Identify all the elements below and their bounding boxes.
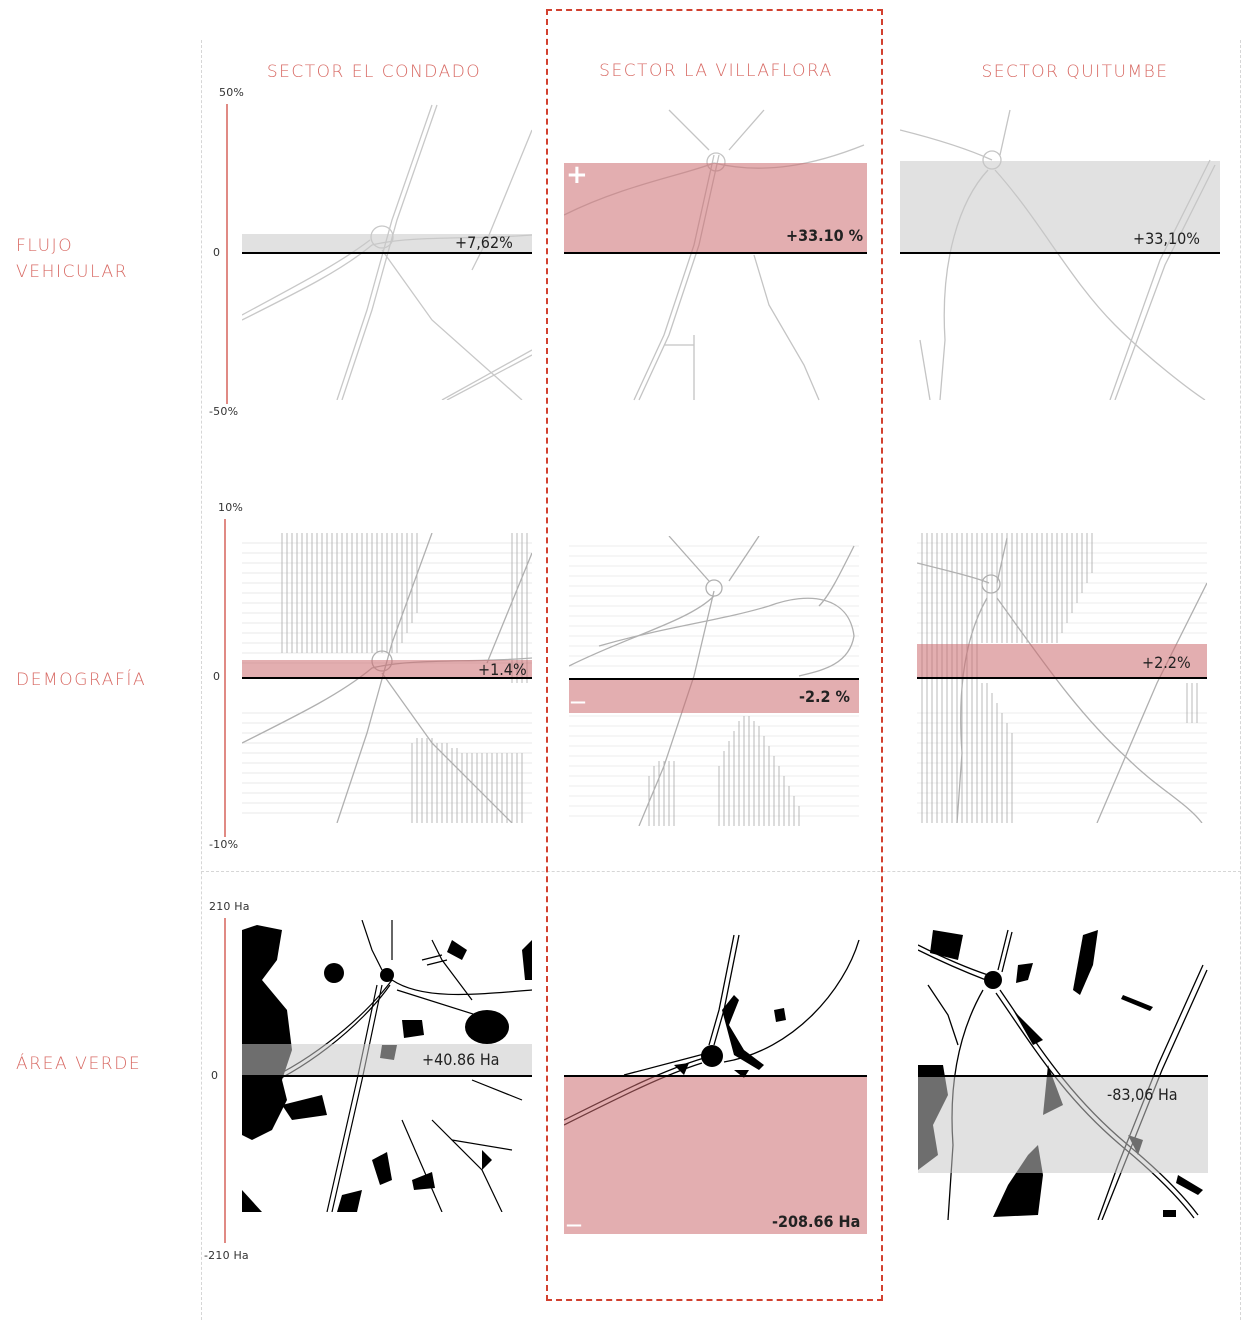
- value-flujo-villaflora: +33.10 %: [786, 226, 864, 245]
- value-area-verde-villaflora: -208.66 Ha: [772, 1212, 861, 1231]
- map-area-verde-villaflora: [564, 930, 867, 1235]
- axis-flujo-zero: 0: [213, 246, 221, 259]
- zero-line-flujo-quitumbe: [900, 252, 1220, 254]
- zero-line-demografia-villaflora: [569, 678, 859, 680]
- hatch-vertical: [648, 716, 800, 826]
- map-area-verde-condado: [242, 920, 532, 1212]
- zero-line-demografia-quitumbe: [917, 677, 1207, 679]
- zero-line-area-verde-quitumbe: [918, 1075, 1208, 1077]
- row-divider: [201, 871, 1241, 872]
- axis-demografia-bottom: -10%: [209, 838, 239, 851]
- plus-sign-flujo-villaflora: +: [566, 160, 588, 190]
- hatch-vertical: [281, 533, 528, 823]
- value-demografia-quitumbe: +2.2%: [1142, 653, 1191, 672]
- column-divider-right: [1240, 40, 1241, 1320]
- value-flujo-quitumbe: +33,10%: [1133, 229, 1200, 248]
- axis-flujo-bottom: -50%: [209, 405, 239, 418]
- column-title-quitumbe: SECTOR QUITUMBE: [981, 62, 1169, 82]
- zero-line-flujo-villaflora: [564, 252, 867, 254]
- band-flujo-condado: [242, 234, 532, 253]
- axis-area-verde-top: 210 Ha: [209, 900, 250, 913]
- value-flujo-condado: +7,62%: [455, 233, 513, 252]
- minus-sign-demografia-villaflora: —: [570, 692, 586, 711]
- zero-line-flujo-condado: [242, 252, 532, 254]
- value-demografia-villaflora: -2.2 %: [799, 687, 850, 706]
- axis-demografia-zero: 0: [213, 670, 221, 683]
- zero-line-demografia-condado: [242, 677, 532, 679]
- zero-line-area-verde-villaflora: [564, 1075, 867, 1077]
- band-area-verde-villaflora: [564, 1076, 867, 1234]
- row-label-demografia: DEMOGRAFÍA: [16, 670, 147, 690]
- value-area-verde-condado: +40.86 Ha: [422, 1050, 500, 1069]
- map-area-verde-quitumbe: [918, 925, 1208, 1220]
- column-title-villaflora: SECTOR LA VILLAFLORA: [599, 61, 833, 81]
- band-demografia-condado: [242, 660, 532, 678]
- map-demografia-villaflora: [569, 536, 859, 826]
- row-label-flujo-line2: VEHICULAR: [16, 262, 129, 282]
- row-label-flujo-line1: FLUJO: [16, 236, 74, 256]
- band-demografia-quitumbe: [917, 644, 1207, 678]
- zero-line-area-verde-condado: [242, 1075, 532, 1077]
- row-label-area-verde: ÁREA VERDE: [16, 1054, 142, 1074]
- band-area-verde-condado: [242, 1044, 532, 1076]
- axis-area-verde: [224, 918, 226, 1243]
- axis-flujo: [226, 104, 228, 404]
- band-demografia-villaflora: [569, 679, 859, 713]
- column-title-condado: SECTOR EL CONDADO: [266, 62, 482, 82]
- value-area-verde-quitumbe: -83,06 Ha: [1107, 1085, 1178, 1104]
- axis-area-verde-bottom: -210 Ha: [204, 1249, 249, 1262]
- minus-sign-area-verde-villaflora: —: [566, 1215, 582, 1234]
- column-divider-left: [201, 40, 202, 1320]
- row-label-flujo: FLUJO VEHICULAR: [16, 233, 128, 285]
- band-flujo-quitumbe: [900, 161, 1220, 253]
- map-demografia-condado: [242, 533, 532, 823]
- axis-area-verde-zero: 0: [211, 1069, 219, 1082]
- axis-flujo-top: 50%: [219, 86, 245, 99]
- band-area-verde-quitumbe: [918, 1076, 1208, 1173]
- axis-demografia-top: 10%: [218, 501, 244, 514]
- band-flujo-villaflora: [564, 163, 867, 253]
- map-flujo-villaflora: [564, 105, 867, 405]
- value-demografia-condado: +1.4%: [478, 660, 527, 679]
- highlight-frame-villaflora: [546, 9, 883, 1301]
- axis-demografia: [224, 519, 226, 837]
